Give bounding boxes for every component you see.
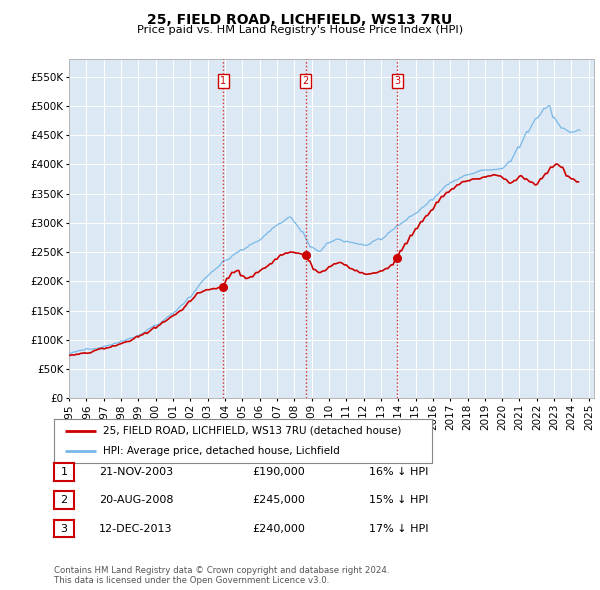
Text: 17% ↓ HPI: 17% ↓ HPI — [369, 524, 428, 533]
Text: 1: 1 — [61, 467, 67, 477]
Text: 2: 2 — [302, 76, 308, 86]
Text: £245,000: £245,000 — [252, 496, 305, 505]
Text: 25, FIELD ROAD, LICHFIELD, WS13 7RU (detached house): 25, FIELD ROAD, LICHFIELD, WS13 7RU (det… — [103, 426, 401, 436]
Text: 20-AUG-2008: 20-AUG-2008 — [99, 496, 173, 505]
Text: 16% ↓ HPI: 16% ↓ HPI — [369, 467, 428, 477]
Text: 3: 3 — [394, 76, 400, 86]
Text: 2: 2 — [61, 496, 67, 505]
Text: 15% ↓ HPI: 15% ↓ HPI — [369, 496, 428, 505]
Text: Contains HM Land Registry data © Crown copyright and database right 2024.: Contains HM Land Registry data © Crown c… — [54, 566, 389, 575]
Text: £240,000: £240,000 — [252, 524, 305, 533]
Text: £190,000: £190,000 — [252, 467, 305, 477]
Text: 12-DEC-2013: 12-DEC-2013 — [99, 524, 173, 533]
Text: HPI: Average price, detached house, Lichfield: HPI: Average price, detached house, Lich… — [103, 446, 340, 456]
Text: 21-NOV-2003: 21-NOV-2003 — [99, 467, 173, 477]
Text: 3: 3 — [61, 524, 67, 533]
Text: Price paid vs. HM Land Registry's House Price Index (HPI): Price paid vs. HM Land Registry's House … — [137, 25, 463, 35]
Text: 1: 1 — [220, 76, 226, 86]
Text: 25, FIELD ROAD, LICHFIELD, WS13 7RU: 25, FIELD ROAD, LICHFIELD, WS13 7RU — [148, 13, 452, 27]
Text: This data is licensed under the Open Government Licence v3.0.: This data is licensed under the Open Gov… — [54, 576, 329, 585]
